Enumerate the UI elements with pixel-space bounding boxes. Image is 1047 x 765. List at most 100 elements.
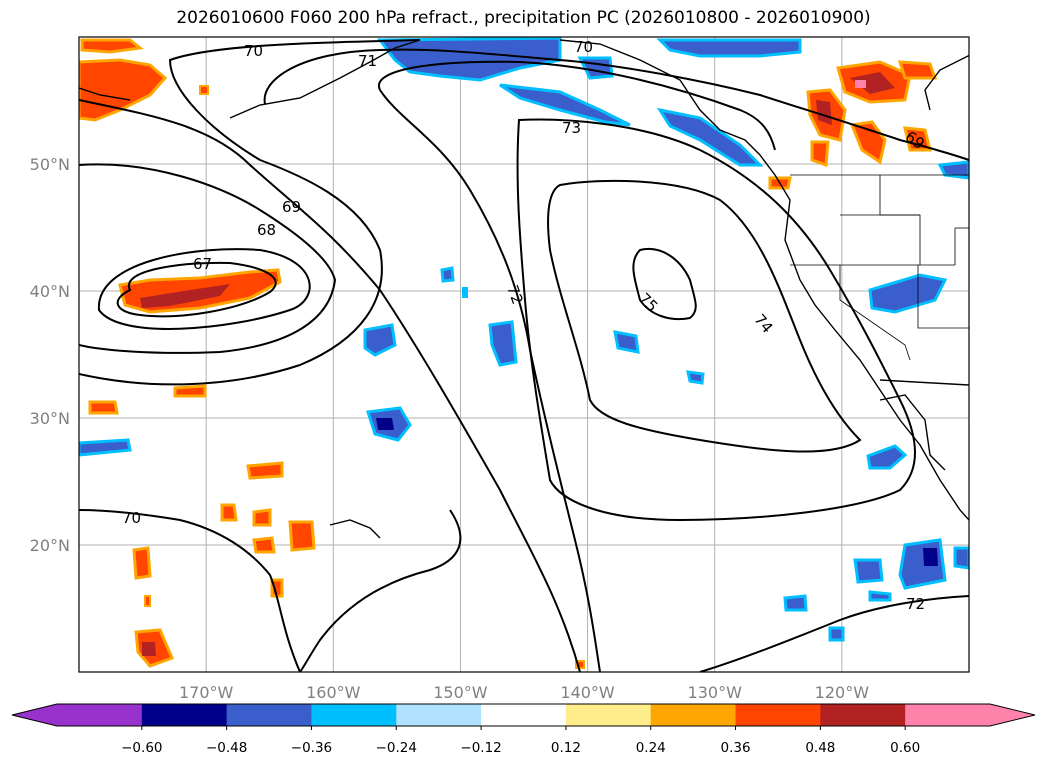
colorbar-tick-label: 0.48 [805,740,835,756]
colorbar-tick-label: −0.60 [121,740,162,756]
contour-line [97,248,311,330]
colorbar-swatch [820,704,906,726]
colorbar-swatch [57,704,143,726]
precip-area [499,83,631,127]
colorbar-swatch [905,704,991,726]
contour-label: 72 [503,283,526,307]
colorbar-outline [11,703,1036,727]
contour-line [79,509,301,672]
precip-area [898,538,947,590]
contour-label: 70 [122,509,141,527]
precip-area [488,320,518,367]
colorbar-swatch [735,704,821,726]
colorbar-over-extension [990,704,1035,726]
precip-area [144,595,151,607]
lon-tick-label: 170°W [179,683,234,702]
colorbar-tick-label: 0.12 [551,740,581,756]
precip-area [173,384,207,398]
precip-area [88,400,119,415]
precip-area [363,323,397,357]
contour-line [263,48,969,161]
lat-tick-label: 20°N [30,536,70,555]
contour-label: 71 [358,52,377,70]
contour-line [377,60,776,151]
colorbar-tick-label: −0.48 [206,740,247,756]
precip-area [377,37,562,82]
colorbar-tick-label: 0.36 [721,740,751,756]
contour-line [79,163,337,354]
precip-area [252,508,272,527]
contour-label: 73 [562,119,581,137]
coastline [79,87,131,101]
precip-area [783,594,808,612]
precip-area [140,284,230,308]
contour-label: 67 [193,255,212,273]
longitude-tick-labels: 170°W 160°W 150°W 140°W 130°W 120°W [179,683,869,702]
precip-area [288,520,316,552]
lon-tick-label: 150°W [433,683,488,702]
precip-area [132,546,152,580]
colorbar-tick-label: −0.12 [460,740,501,756]
precip-area [937,160,969,180]
political-borders [790,174,969,361]
border-line [839,265,911,361]
lat-tick-label: 30°N [30,409,70,428]
border-line [917,265,969,329]
colorbar-swatch [396,704,482,726]
contour-line [699,595,969,672]
precip-area [440,266,455,283]
colorbar-tick-label: −0.36 [291,740,332,756]
coastline [924,54,969,111]
colorbar-swatch [311,704,397,726]
lon-tick-label: 120°W [815,683,870,702]
precip-area [868,590,892,602]
lat-tick-label: 50°N [30,155,70,174]
contour-label: 69 [282,198,301,216]
contour-line [547,179,862,453]
precip-area [656,38,802,58]
contour-label: 70 [244,42,263,60]
precip-area [252,536,276,554]
contour-line [79,99,581,672]
precip-area [850,72,895,94]
contour-line [79,39,421,386]
precip-area [816,100,832,125]
colorbar-swatch [650,704,737,726]
precip-area [79,438,132,457]
precip-area [220,503,238,522]
precip-area [462,287,468,298]
precip-area [923,548,938,566]
latitude-tick-labels: 20°N 30°N 40°N 50°N [30,155,70,555]
contour-line [116,261,277,318]
contour-label: 68 [257,221,276,239]
precipitation-shading [79,37,969,669]
precip-area [142,642,156,656]
contour-line [299,509,462,672]
lon-tick-label: 130°W [688,683,743,702]
colorbar-swatch [481,704,567,726]
colorbar-swatch [226,704,312,726]
colorbar-tick-label: 0.24 [636,740,666,756]
colorbar-swatch [565,704,652,726]
contour-line [632,247,697,320]
precip-area [810,140,830,168]
colorbar-tick-label: −0.24 [376,740,417,756]
colorbar-tick-label: 0.60 [890,740,920,756]
contour-line [516,118,916,522]
precip-area [656,107,764,167]
refractivity-contours [79,39,969,672]
lat-tick-label: 40°N [30,282,70,301]
lon-tick-label: 160°W [306,683,361,702]
coastline [229,39,421,119]
precip-area [828,626,845,642]
precip-area [80,38,144,54]
precip-area [897,60,938,80]
coastline [879,379,969,386]
precip-area [199,85,209,95]
precip-area [613,330,640,354]
coastline [329,519,381,539]
precip-area [866,444,908,470]
precip-area [853,558,884,584]
colorbar-under-extension [12,704,57,726]
